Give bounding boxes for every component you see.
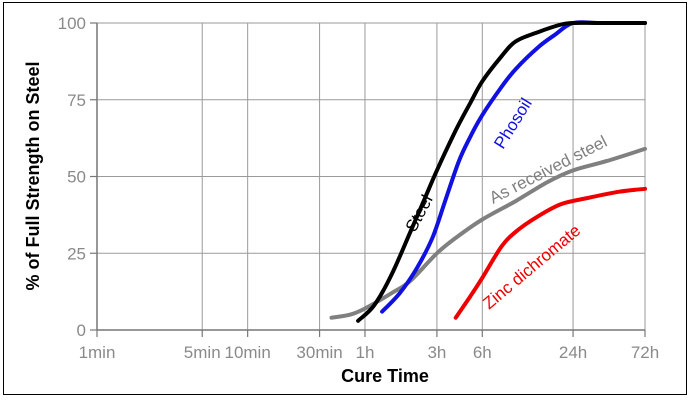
x-tick-label: 1min	[79, 343, 116, 362]
series-line-as-received-steel	[329, 146, 647, 320]
x-tick-label: 1h	[356, 343, 375, 362]
x-tick-label: 6h	[473, 343, 492, 362]
y-tick-labels: 0 25 50 75 100	[58, 14, 86, 340]
x-tick-label: 10min	[224, 343, 270, 362]
x-tick-label: 30min	[296, 343, 342, 362]
y-tick-label: 0	[77, 321, 86, 340]
grid-lines	[90, 22, 646, 337]
x-tick-labels: 1min 5min 10min 30min 1h 3h 6h 24h 72h	[79, 343, 660, 362]
y-axis-title: % of Full Strength on Steel	[23, 62, 43, 291]
series-label-phosoil: Phosoil	[490, 95, 536, 152]
y-tick-label: 100	[58, 14, 86, 33]
y-tick-label: 25	[67, 244, 86, 263]
series-line-zinc-dichromate	[453, 186, 647, 320]
y-tick-label: 50	[67, 168, 86, 187]
series-line-phosoil	[380, 20, 647, 314]
series-lines	[329, 20, 647, 323]
y-tick-label: 75	[67, 91, 86, 110]
x-tick-label: 3h	[427, 343, 446, 362]
x-tick-label: 5min	[184, 343, 221, 362]
x-axis-title: Cure Time	[341, 366, 429, 386]
x-tick-label: 72h	[631, 343, 659, 362]
series-label-zinc-dichromate: Zinc dichromate	[479, 221, 584, 313]
series-label-steel: Steel	[402, 192, 437, 235]
series-line-steel	[356, 20, 647, 323]
x-tick-label: 24h	[559, 343, 587, 362]
